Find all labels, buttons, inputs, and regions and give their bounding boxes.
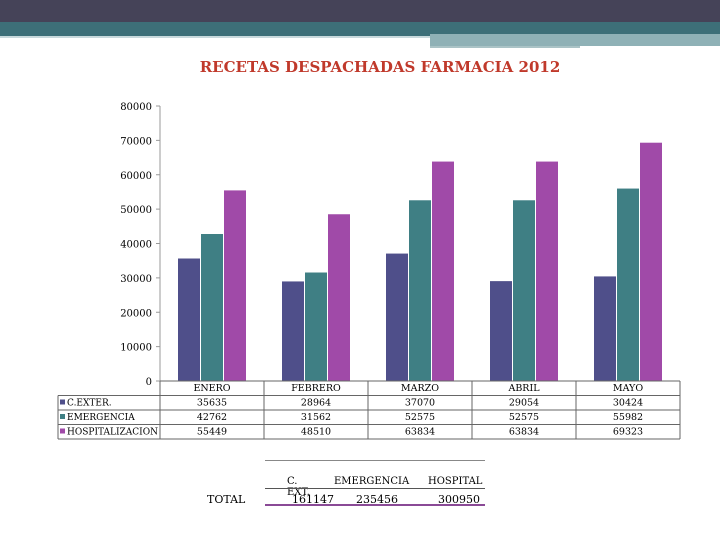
bar bbox=[178, 258, 200, 381]
totals-value-hospital: 300950 bbox=[438, 493, 480, 506]
y-tick-label: 40000 bbox=[120, 240, 152, 251]
data-label: 63834 bbox=[405, 427, 435, 438]
data-label: 35635 bbox=[197, 398, 227, 409]
category-label: FEBRERO bbox=[291, 383, 341, 394]
legend-entry: EMERGENCIA bbox=[67, 413, 135, 423]
data-label: 48510 bbox=[301, 427, 331, 438]
bar bbox=[617, 188, 639, 381]
data-label: 30424 bbox=[613, 398, 643, 409]
legend-swatch bbox=[60, 428, 65, 434]
data-label: 69323 bbox=[613, 427, 643, 438]
data-label: 55982 bbox=[613, 412, 643, 423]
y-tick-label: 50000 bbox=[120, 205, 152, 216]
data-label: 42762 bbox=[197, 412, 227, 423]
category-label: MARZO bbox=[401, 383, 439, 394]
bar bbox=[513, 200, 535, 381]
totals-value-emergencia: 235456 bbox=[356, 493, 398, 506]
totals-top-line bbox=[265, 488, 485, 489]
category-label: ENERO bbox=[193, 383, 230, 394]
bar bbox=[432, 161, 454, 381]
data-label: 28964 bbox=[301, 398, 331, 409]
bar bbox=[594, 276, 616, 381]
totals-label: TOTAL bbox=[207, 493, 246, 506]
data-label: 52575 bbox=[509, 412, 539, 423]
data-label: 63834 bbox=[509, 427, 539, 438]
legend-entry: HOSPITALIZACION bbox=[67, 428, 158, 438]
bar bbox=[328, 214, 350, 381]
top-decoration-bar bbox=[0, 0, 720, 22]
totals-header-line bbox=[265, 460, 485, 461]
top-decoration-line-right bbox=[430, 46, 580, 48]
totals-bottom-line bbox=[265, 504, 485, 506]
top-decoration-line bbox=[0, 36, 430, 38]
top-decoration-stripe bbox=[0, 22, 720, 36]
totals-header-hospital: HOSPITAL bbox=[428, 476, 483, 487]
top-decoration-stripe-light bbox=[430, 34, 720, 46]
bar bbox=[409, 200, 431, 381]
bar bbox=[536, 161, 558, 381]
y-tick-label: 70000 bbox=[120, 136, 152, 147]
data-label: 37070 bbox=[405, 398, 435, 409]
chart-title: RECETAS DESPACHADAS FARMACIA 2012 bbox=[199, 58, 561, 76]
totals-value-cext: 161147 bbox=[292, 493, 334, 506]
bar bbox=[386, 253, 408, 381]
category-label: ABRIL bbox=[507, 383, 540, 394]
data-label: 52575 bbox=[405, 412, 435, 423]
legend-entry: C.EXTER. bbox=[67, 399, 112, 409]
data-label: 31562 bbox=[301, 412, 331, 423]
y-tick-label: 20000 bbox=[120, 308, 152, 319]
y-tick-label: 10000 bbox=[120, 343, 152, 354]
totals-header-emergencia: EMERGENCIA bbox=[334, 476, 410, 487]
bar bbox=[201, 234, 223, 381]
data-label: 29054 bbox=[509, 398, 539, 409]
y-tick-label: 60000 bbox=[120, 171, 152, 182]
totals-header-cext: C. EXT. bbox=[287, 476, 310, 498]
bar bbox=[282, 281, 304, 381]
legend-swatch bbox=[60, 399, 65, 405]
bar bbox=[640, 142, 662, 381]
category-label: MAYO bbox=[613, 383, 643, 394]
bar bbox=[224, 190, 246, 381]
legend-swatch bbox=[60, 414, 65, 419]
y-tick-label: 80000 bbox=[120, 102, 152, 113]
bar bbox=[490, 281, 512, 381]
y-tick-label: 0 bbox=[146, 377, 152, 388]
y-tick-label: 30000 bbox=[120, 274, 152, 285]
data-label: 55449 bbox=[197, 427, 227, 438]
bar bbox=[305, 272, 327, 381]
